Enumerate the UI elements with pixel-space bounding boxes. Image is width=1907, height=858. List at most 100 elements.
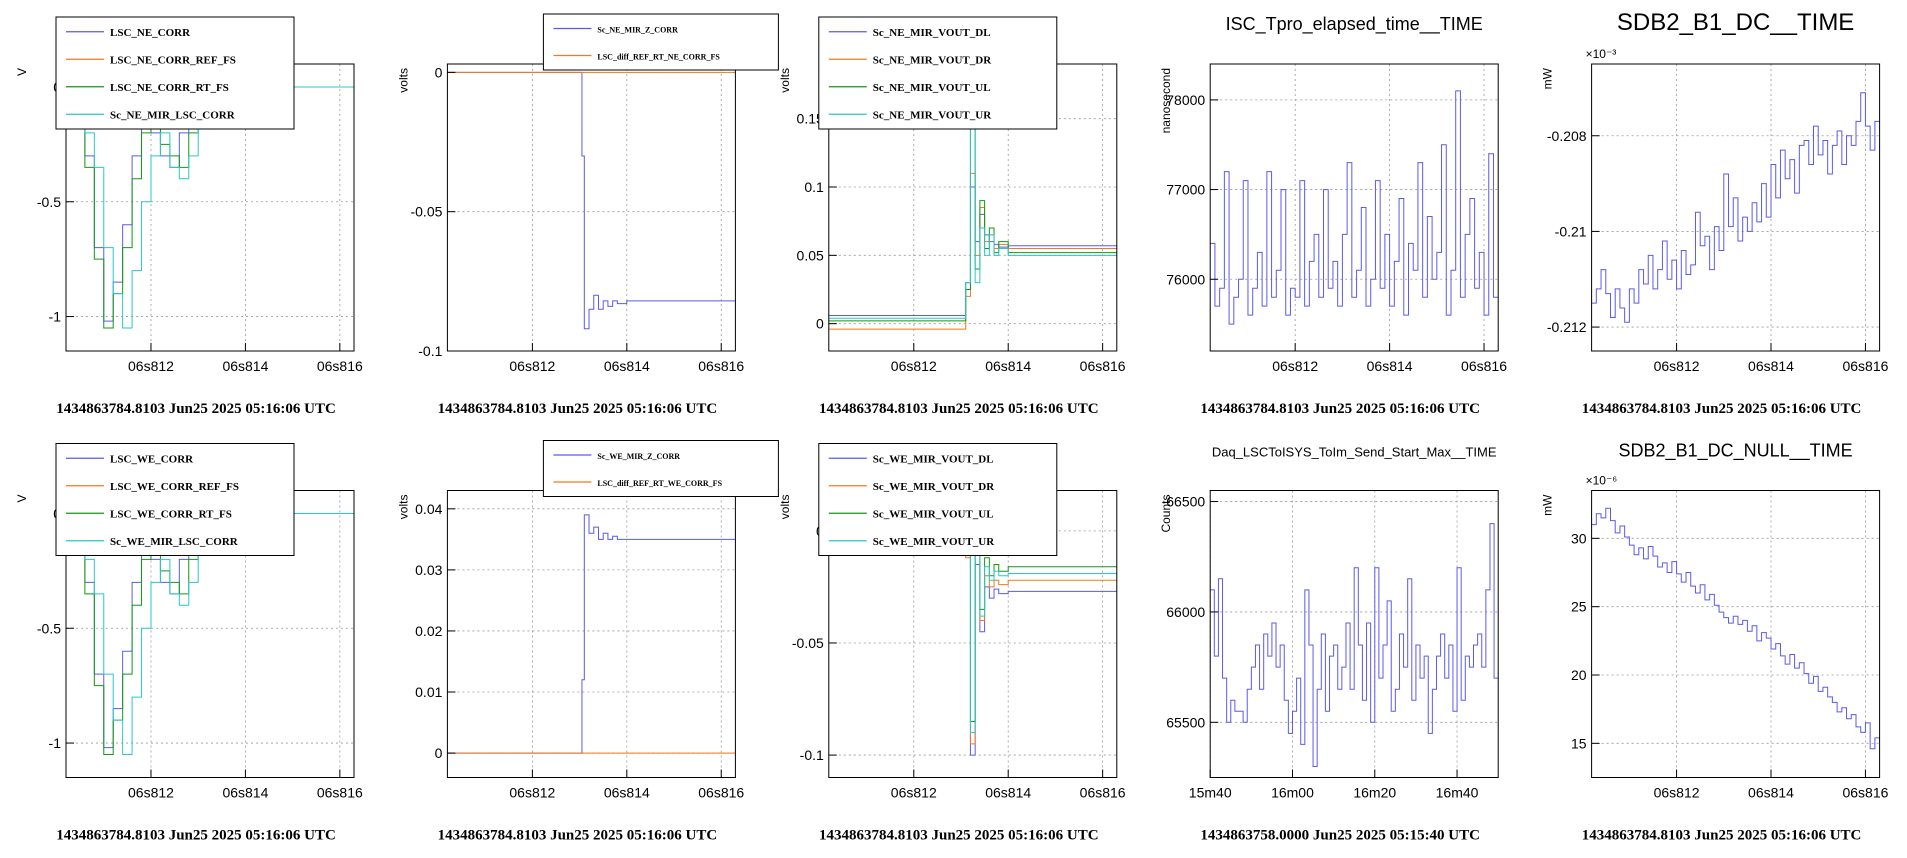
y-tick-label: 0 (816, 316, 824, 332)
y-tick-label: 0.01 (415, 684, 442, 700)
x-tick-label: 06s816 (698, 358, 744, 374)
y-tick-label: -0.5 (37, 620, 61, 636)
plot-frame (1209, 490, 1499, 778)
x-tick-label: 06s816 (1842, 358, 1888, 374)
y-tick-label: 0.1 (804, 179, 824, 195)
chart-panel: 06s812 06s814 06s816 0 0.05 0.1 0.15 volts 14348… (778, 16, 1126, 417)
y-tick-label: -0.5 (37, 194, 61, 210)
y-axis-label: volts (396, 495, 410, 520)
legend-entry: LSC_WE_CORR (110, 453, 194, 465)
plot-frame (1591, 490, 1881, 778)
timestamp-footer: 1434863784.8103 Jun25 2025 05:16:06 UTC (56, 401, 336, 417)
series-line (66, 86, 354, 329)
legend-entry: LSC_WE_CORR_REF_FS (110, 481, 239, 493)
legend-entry: LSC_WE_CORR_RT_FS (110, 508, 232, 520)
series-line (1591, 92, 1880, 323)
y-axis-label: V (15, 495, 29, 503)
chart-panel: 06s81206s81406s8160-0.5-1V1434863784.810… (15, 16, 363, 417)
y-axis-label: V (15, 68, 29, 76)
y-tick-label: 15 (1571, 735, 1587, 751)
timestamp-footer: 1434863784.8103 Jun25 2025 05:16:06 UTC (819, 401, 1099, 417)
timestamp-footer: 1434863784.8103 Jun25 2025 05:16:06 UTC (56, 828, 336, 844)
plot-frame (1591, 63, 1881, 352)
y-tick-label: 0.05 (797, 247, 824, 263)
series-line (447, 514, 736, 754)
legend-entry: Sc_NE_MIR_VOUT_UL (873, 82, 991, 94)
timestamp-footer: 1434863784.8103 Jun25 2025 05:16:06 UTC (1582, 828, 1862, 844)
series-line (1210, 90, 1499, 325)
y-tick-label: 0.15 (797, 111, 824, 127)
legend-entry: Sc_WE_MIR_VOUT_UL (873, 508, 994, 520)
timestamp-footer: 1434863784.8103 Jun25 2025 05:16:06 UTC (819, 828, 1099, 844)
chart-title: ISC_Tpro_elapsed_time__TIME (1226, 14, 1483, 35)
axis-exponent: ×10⁻⁶ (1586, 474, 1618, 488)
legend-box (55, 443, 295, 556)
timestamp-footer: 1434863758.0000 Jun25 2025 05:15:40 UTC (1200, 828, 1480, 844)
timestamp-footer: 1434863784.8103 Jun25 2025 05:16:06 UTC (438, 401, 718, 417)
plot-area (1591, 64, 1880, 351)
x-tick-label: 06s812 (891, 785, 937, 801)
y-tick-label: 77000 (1166, 182, 1205, 198)
x-tick-label: 06s812 (1654, 785, 1700, 801)
legend: LSC_WE_CORR LSC_WE_CORR_REF_FS LSC_WE_CORR… (55, 443, 295, 556)
series-line (447, 71, 736, 330)
timestamp-footer: 1434863784.8103 Jun25 2025 05:16:06 UTC (438, 828, 718, 844)
series-group (1591, 92, 1880, 323)
y-tick-label: 76000 (1166, 271, 1205, 287)
series-line (1210, 523, 1499, 767)
axis-exponent: ×10⁻³ (1586, 47, 1617, 61)
y-tick-label: 20 (1571, 667, 1587, 683)
legend-entry: Sc_WE_MIR_VOUT_DL (873, 453, 994, 465)
legend: Sc_NE_MIR_VOUT_DL Sc_NE_MIR_VOUT_DR Sc_NE_… (818, 16, 1058, 130)
chart-panel: 06s812 06s814 06s816 0 0.01 0.02 0.03 0.04 volts… (396, 440, 779, 844)
y-tick-label: -0.05 (792, 635, 824, 651)
x-tick-label: 06s816 (1080, 358, 1126, 374)
legend-box (818, 16, 1058, 130)
x-tick-label: 06s814 (1748, 785, 1794, 801)
y-axis-label: mW (1541, 67, 1555, 89)
series-line (828, 521, 1117, 745)
series-line (66, 512, 354, 756)
x-tick-label: 06s816 (1461, 358, 1507, 374)
plot-area (1591, 490, 1880, 778)
y-tick-label: 0.04 (415, 501, 442, 517)
series-line (828, 118, 1117, 322)
chart-title: Daq_LSCToISYS_ToIm_Send_Start_Max__TIME (1212, 445, 1497, 460)
series-group (1210, 523, 1499, 767)
x-tick-label: 06s816 (317, 358, 363, 374)
chart-panel: 06s81206s81406s8160-0.05-0.1volts1434863… (778, 443, 1126, 844)
y-tick-label: -0.212 (1547, 319, 1587, 335)
plot-frame (1209, 63, 1499, 352)
x-tick-label: 06s814 (604, 785, 650, 801)
series-line (828, 90, 1117, 319)
series-group (447, 514, 736, 754)
legend-entry: LSC_NE_CORR_REF_FS (110, 54, 236, 66)
plot-area (447, 64, 736, 351)
timestamp-footer: 1434863784.8103 Jun25 2025 05:16:06 UTC (1200, 401, 1480, 417)
y-tick-label: 30 (1571, 530, 1587, 546)
x-tick-label: 06s816 (317, 785, 363, 801)
legend-box (542, 440, 779, 497)
legend-entry: Sc_NE_MIR_VOUT_DL (873, 27, 991, 39)
legend-entry: LSC_NE_CORR (110, 27, 191, 39)
y-tick-label: -0.208 (1547, 128, 1587, 144)
legend-entry: Sc_NE_MIR_Z_CORR (597, 26, 678, 35)
y-tick-label: -0.1 (800, 747, 824, 763)
x-tick-label: 06s812 (891, 358, 937, 374)
y-tick-label: 78000 (1166, 92, 1205, 108)
y-axis-label: mW (1541, 494, 1555, 516)
legend: LSC_NE_CORR LSC_NE_CORR_REF_FS LSC_NE_CORR… (55, 16, 295, 130)
y-tick-label: -0.1 (418, 343, 442, 359)
chart-title: SDB2_B1_DC__TIME (1617, 9, 1854, 36)
legend-entry: Sc_NE_MIR_LSC_CORR (110, 109, 236, 121)
legend-box (55, 16, 295, 130)
legend: Sc_WE_MIR_VOUT_DL Sc_WE_MIR_VOUT_DR Sc_WE_… (818, 443, 1058, 556)
legend-box (818, 443, 1058, 556)
y-tick-label: -0.05 (410, 204, 442, 220)
timestamp-footer: 1434863784.8103 Jun25 2025 05:16:06 UTC (1582, 401, 1862, 417)
legend: Sc_NE_MIR_Z_CORR LSC_diff_REF_RT_NE_CORR_… (542, 13, 779, 71)
x-tick-label: 06s812 (128, 358, 174, 374)
legend-entry: Sc_WE_MIR_Z_CORR (597, 452, 680, 461)
y-tick-label: 0.02 (415, 623, 442, 639)
